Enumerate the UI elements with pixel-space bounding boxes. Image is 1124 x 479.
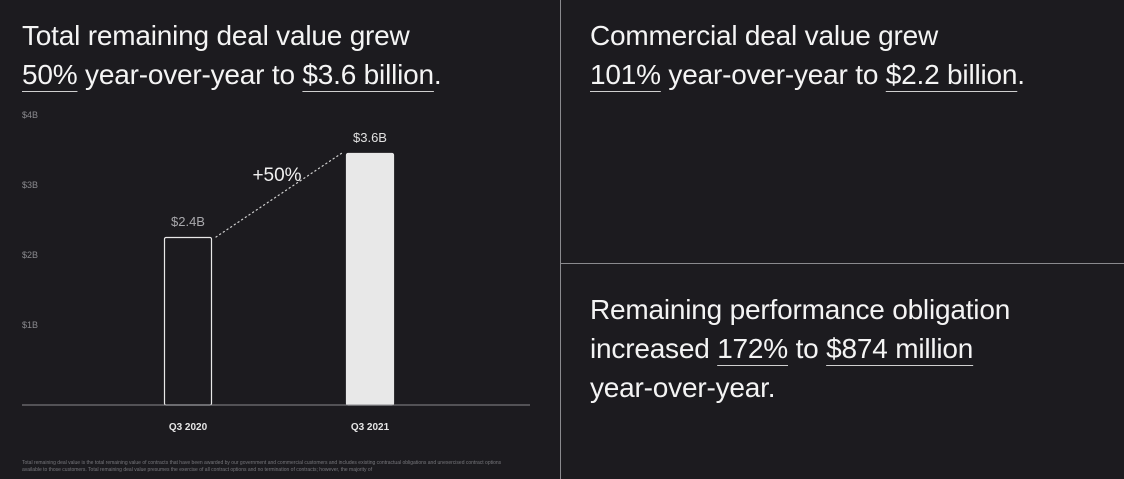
headline-mid-text: year-over-year to <box>77 59 303 90</box>
deal-value-bar-chart: $1B $2B $3B $4B $2.4B Q3 2020 $3.6B Q3 2021 +50% <box>22 110 530 433</box>
headline-period: . <box>433 59 442 90</box>
rpo-amount: $874 million <box>826 333 974 364</box>
bar-value-label: $3.6B <box>353 130 387 145</box>
growth-connector-line <box>215 152 343 238</box>
headline-line-2: 50% year-over-year to $3.6 billion. <box>22 55 442 94</box>
horizontal-divider <box>561 263 1124 264</box>
bar-q3-2021 <box>345 152 395 406</box>
commercial-value-amount: $2.2 billion <box>885 59 1018 90</box>
footnote-text: Total remaining deal value is the total … <box>22 460 502 473</box>
headline-line-2: 101% year-over-year to $2.2 billion. <box>590 55 1025 94</box>
total-deal-value-headline: Total remaining deal value grew 50% year… <box>22 16 442 94</box>
commercial-deal-panel: Commercial deal value grew 101% year-ove… <box>561 0 1124 263</box>
headline-mid-text: to <box>788 333 827 364</box>
y-tick-label: $3B <box>22 180 38 190</box>
bar-q3-2020 <box>163 236 213 406</box>
vertical-divider <box>560 0 561 479</box>
left-panel: Total remaining deal value grew 50% year… <box>0 0 560 479</box>
headline-line-2: increased 172% to $874 million <box>590 329 1010 368</box>
growth-percent: 172% <box>717 333 789 364</box>
rpo-panel: Remaining performance obligation increas… <box>561 264 1124 479</box>
growth-percent: 50% <box>22 59 78 90</box>
bar-value-label: $2.4B <box>171 214 205 229</box>
rpo-headline: Remaining performance obligation increas… <box>590 290 1010 407</box>
x-tick-label: Q3 2020 <box>169 422 208 433</box>
x-tick-label: Q3 2021 <box>351 422 390 433</box>
headline-period: . <box>1017 59 1025 90</box>
y-tick-label: $1B <box>22 320 38 330</box>
headline-pre-text: increased <box>590 333 718 364</box>
headline-line-1: Total remaining deal value grew <box>22 20 410 51</box>
y-tick-label: $2B <box>22 250 38 260</box>
deal-value-amount: $3.6 billion <box>302 59 434 90</box>
growth-percent: 101% <box>590 59 661 90</box>
commercial-deal-value-headline: Commercial deal value grew 101% year-ove… <box>590 16 1025 94</box>
growth-annotation: +50% <box>252 165 301 186</box>
headline-line-3: year-over-year. <box>590 372 776 403</box>
headline-line-1: Commercial deal value grew <box>590 20 939 51</box>
headline-line-1: Remaining performance obligation <box>590 294 1011 325</box>
y-tick-label: $4B <box>22 110 38 120</box>
headline-mid-text: year-over-year to <box>660 59 886 90</box>
